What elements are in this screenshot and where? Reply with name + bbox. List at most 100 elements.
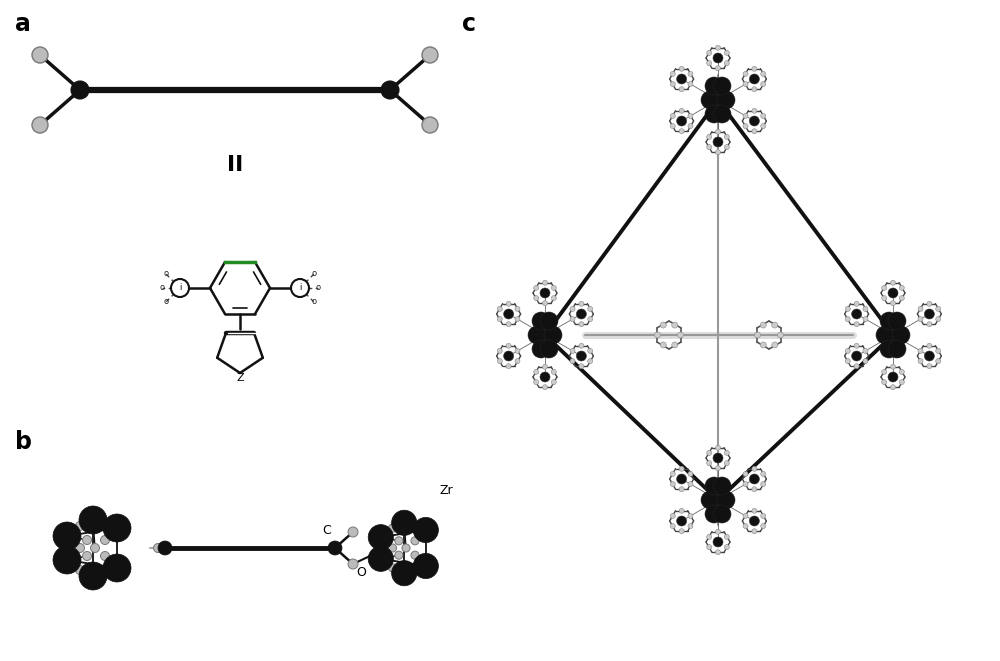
Text: II: II <box>227 155 243 175</box>
Circle shape <box>717 491 735 509</box>
Text: o: o <box>311 297 317 307</box>
Circle shape <box>716 529 720 534</box>
Circle shape <box>924 309 934 319</box>
Circle shape <box>542 350 548 356</box>
Circle shape <box>548 338 554 346</box>
Circle shape <box>882 379 887 385</box>
Circle shape <box>724 534 729 539</box>
Circle shape <box>548 325 554 332</box>
Circle shape <box>688 81 693 87</box>
Circle shape <box>688 114 693 118</box>
Circle shape <box>707 461 712 465</box>
Circle shape <box>532 340 550 358</box>
Circle shape <box>743 81 748 87</box>
Circle shape <box>709 499 727 517</box>
Circle shape <box>724 61 729 65</box>
Circle shape <box>713 137 723 147</box>
Circle shape <box>515 348 520 354</box>
Circle shape <box>713 477 731 495</box>
Circle shape <box>395 537 403 545</box>
Circle shape <box>752 66 757 71</box>
Circle shape <box>854 364 859 369</box>
Circle shape <box>381 81 399 99</box>
Circle shape <box>411 521 419 529</box>
Circle shape <box>551 369 556 374</box>
Circle shape <box>422 117 438 133</box>
Text: b: b <box>15 430 32 454</box>
Circle shape <box>71 81 89 99</box>
Circle shape <box>845 348 850 354</box>
Circle shape <box>76 543 84 553</box>
Circle shape <box>388 524 397 532</box>
Circle shape <box>713 537 723 547</box>
Circle shape <box>720 89 728 97</box>
Circle shape <box>752 508 757 514</box>
Circle shape <box>82 551 92 561</box>
Circle shape <box>679 87 684 92</box>
Circle shape <box>679 466 684 471</box>
Text: O: O <box>356 566 366 578</box>
Circle shape <box>918 317 923 322</box>
Circle shape <box>936 348 941 354</box>
Circle shape <box>720 104 728 110</box>
Circle shape <box>724 145 729 149</box>
Circle shape <box>672 342 678 348</box>
Circle shape <box>90 543 100 553</box>
Circle shape <box>902 332 908 338</box>
Circle shape <box>716 149 720 155</box>
Circle shape <box>670 482 675 486</box>
Circle shape <box>413 553 438 578</box>
Circle shape <box>888 372 898 382</box>
Circle shape <box>720 490 728 496</box>
Circle shape <box>760 342 766 348</box>
Text: o: o <box>159 284 165 293</box>
Circle shape <box>688 471 693 477</box>
Text: o: o <box>163 270 169 278</box>
Circle shape <box>579 322 584 327</box>
Circle shape <box>761 71 766 77</box>
Circle shape <box>724 134 729 139</box>
Circle shape <box>688 524 693 529</box>
Text: i: i <box>299 284 301 293</box>
Circle shape <box>660 342 666 348</box>
Circle shape <box>542 364 548 369</box>
Circle shape <box>413 518 438 543</box>
Circle shape <box>761 124 766 129</box>
Circle shape <box>540 288 550 298</box>
Text: Zr: Zr <box>440 483 454 496</box>
Circle shape <box>576 309 586 319</box>
Circle shape <box>100 535 110 545</box>
Circle shape <box>899 369 904 374</box>
Circle shape <box>328 541 342 555</box>
Circle shape <box>506 322 511 327</box>
Circle shape <box>714 79 722 85</box>
Circle shape <box>688 71 693 77</box>
Circle shape <box>530 332 536 338</box>
Circle shape <box>705 77 723 95</box>
Circle shape <box>884 338 891 346</box>
Circle shape <box>716 446 720 450</box>
Circle shape <box>707 545 712 549</box>
Circle shape <box>677 332 683 338</box>
Circle shape <box>882 295 887 301</box>
Circle shape <box>743 524 748 529</box>
Circle shape <box>677 116 687 126</box>
Circle shape <box>506 364 511 369</box>
Circle shape <box>845 317 850 322</box>
Circle shape <box>534 369 539 374</box>
Circle shape <box>670 514 675 518</box>
Circle shape <box>772 342 778 348</box>
Circle shape <box>542 332 548 338</box>
Circle shape <box>743 514 748 518</box>
Circle shape <box>570 317 575 322</box>
Circle shape <box>724 450 729 455</box>
Circle shape <box>108 531 118 541</box>
Circle shape <box>670 114 675 118</box>
Circle shape <box>570 348 575 354</box>
Circle shape <box>876 326 894 344</box>
Circle shape <box>713 53 723 63</box>
Circle shape <box>709 99 727 117</box>
Circle shape <box>32 117 48 133</box>
Circle shape <box>927 301 932 306</box>
Circle shape <box>536 338 542 346</box>
